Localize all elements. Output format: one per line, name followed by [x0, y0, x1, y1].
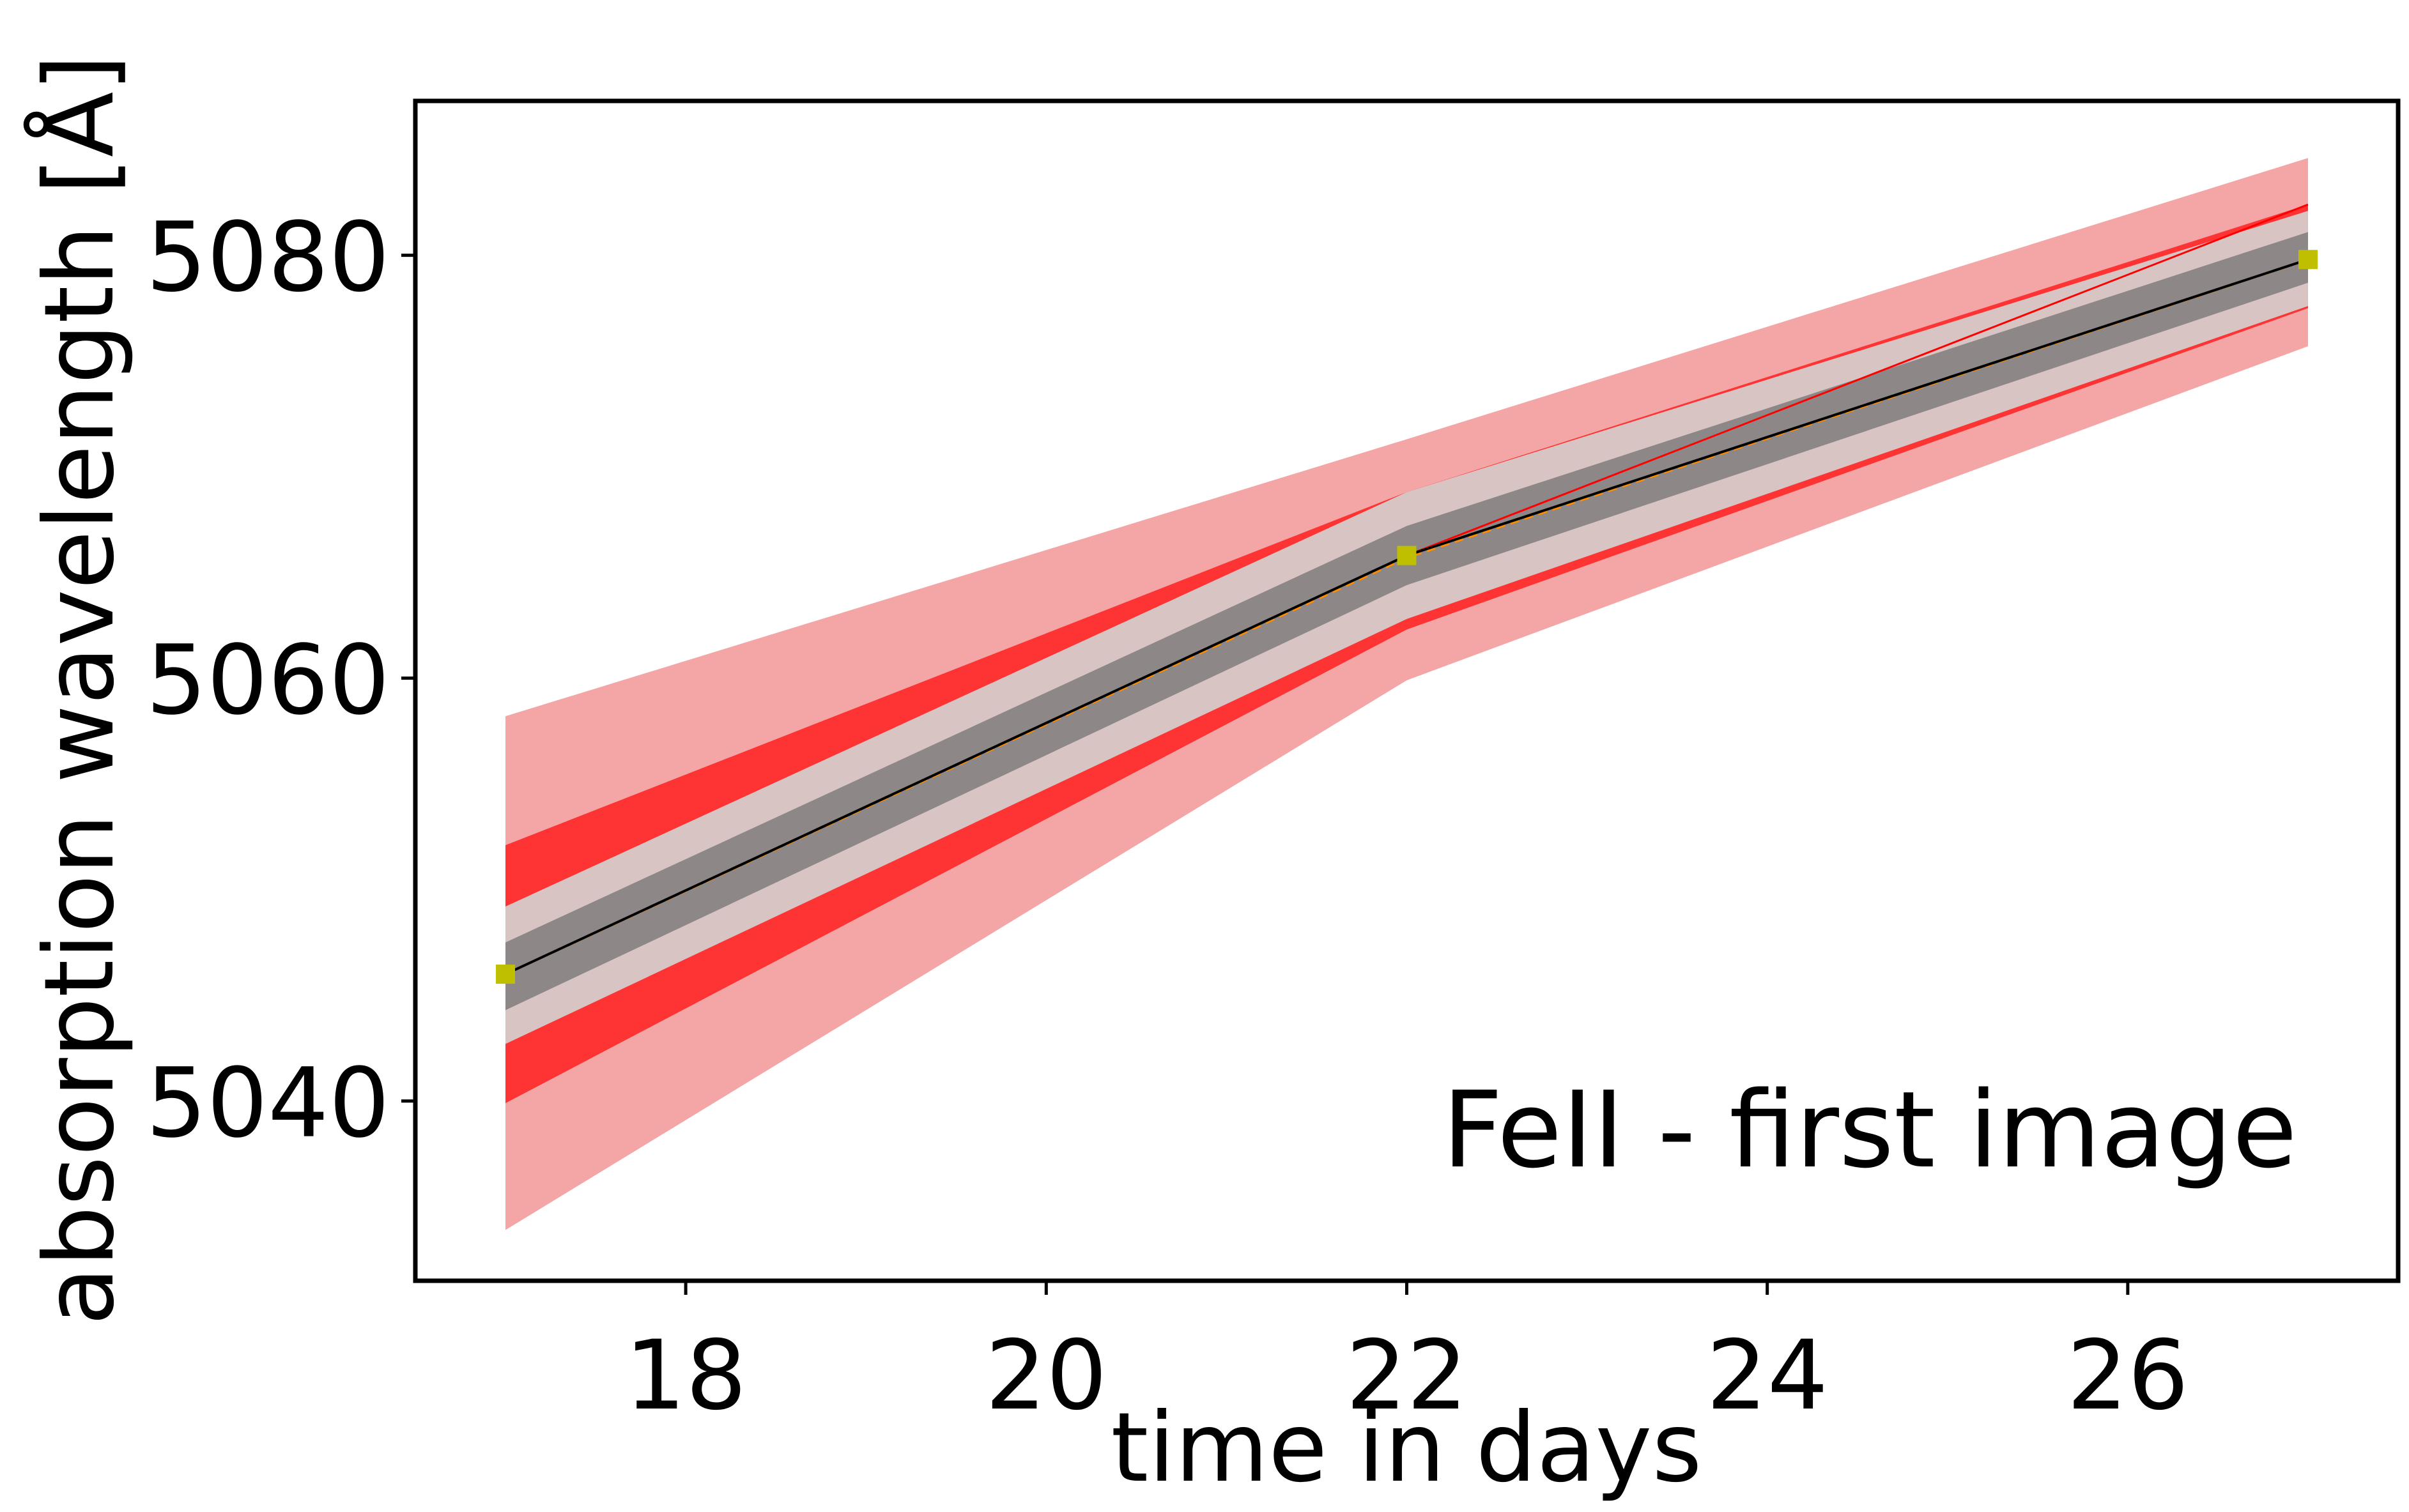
chart-annotation: FeII - first image [1442, 1069, 2297, 1191]
x-axis-label: time in days [1111, 1393, 1702, 1504]
y-tick-label: 5040 [146, 1048, 390, 1159]
data-point-marker [2298, 250, 2318, 270]
confidence-band-4 [505, 232, 2308, 1011]
axis-ticks: 18 20 22 24 26 5040 5060 5080 [146, 202, 2189, 1432]
data-point-marker [1397, 546, 1417, 565]
y-tick-label: 5080 [146, 202, 390, 314]
y-tick-label: 5060 [146, 625, 390, 737]
x-tick-label: 26 [2067, 1320, 2189, 1432]
x-tick-label: 20 [985, 1320, 1107, 1432]
x-tick-label: 22 [1346, 1320, 1468, 1432]
plot-area [496, 158, 2318, 1230]
x-tick-label: 24 [1706, 1320, 1828, 1432]
data-point-marker [496, 965, 516, 984]
x-tick-label: 18 [625, 1320, 747, 1432]
y-axis-label: absorption wavelength [Å] [24, 54, 135, 1325]
